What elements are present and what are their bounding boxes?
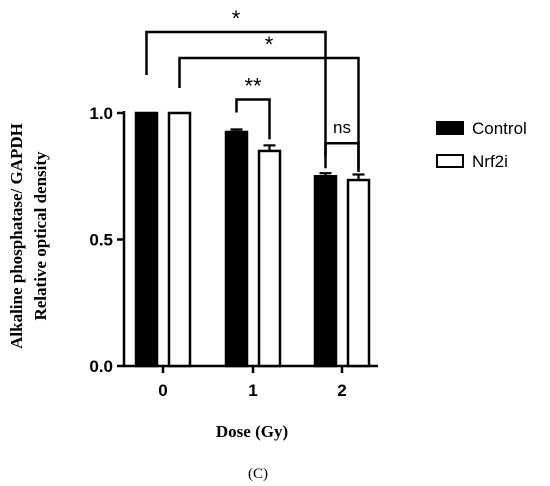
legend: Control Nrf2i [436,119,527,171]
sig-label-2: ** [244,73,262,98]
sig-bracket-3 [324,141,360,169]
sig-bracket-1 [178,56,360,173]
legend-swatch-nrf2i [436,154,464,168]
y-axis-title-line-2: Relative optical density [31,151,50,321]
legend-swatch-control [436,121,464,135]
sig-bracket-0 [145,30,327,169]
x-tick-label-0: 0 [158,381,167,400]
x-tick-label-2: 2 [337,381,346,400]
bar-nrf2i-2 [346,178,371,368]
y-axis-title-line-1: Alkaline phosphatase/ GAPDH [7,123,26,349]
y-tick-label-2: 1.0 [89,104,113,123]
bar-nrf2i-1 [257,149,282,368]
sig-label-1: * [265,32,274,57]
panel-label: (C) [248,466,268,482]
significance-brackets: ****ns [145,6,360,173]
legend-label-control: Control [472,119,527,138]
sig-label-0: * [232,6,241,31]
bar-nrf2i-0 [167,111,192,368]
bar-control-0 [134,111,159,368]
legend-label-nrf2i: Nrf2i [472,152,508,171]
x-axis-title: Dose (Gy) [216,422,288,441]
bar-control-2 [313,175,338,368]
y-tick-label-1: 0.5 [89,231,113,250]
x-tick-label-1: 1 [248,381,257,400]
bar-control-1 [224,130,249,368]
axes: 0.0 0.5 1.0 0 1 2 [89,104,378,400]
y-tick-label-0: 0.0 [89,357,113,376]
bars [134,111,371,368]
sig-label-3: ns [333,118,351,137]
sig-bracket-2 [235,98,271,140]
